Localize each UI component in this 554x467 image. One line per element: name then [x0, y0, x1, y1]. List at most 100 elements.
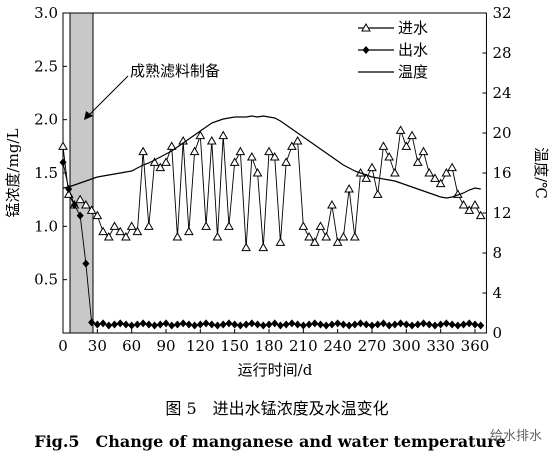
- data-point: [168, 321, 176, 330]
- data-point: [471, 320, 479, 329]
- data-point: [128, 321, 136, 330]
- data-point: [145, 320, 153, 329]
- y-tick-label: 1.5: [34, 164, 58, 182]
- data-point: [202, 319, 210, 328]
- x-tick-label: 210: [289, 337, 318, 355]
- data-point: [442, 319, 450, 328]
- data-point: [309, 237, 320, 246]
- data-point: [252, 167, 263, 177]
- plot-frame: [62, 12, 487, 334]
- data-point: [93, 320, 101, 329]
- data-point: [385, 321, 393, 330]
- data-point: [59, 158, 67, 167]
- data-point: [424, 167, 435, 177]
- data-point: [282, 320, 290, 329]
- data-point: [431, 321, 439, 330]
- data-point: [98, 226, 108, 236]
- data-point: [189, 146, 200, 156]
- data-point: [315, 221, 326, 230]
- data-point: [214, 321, 221, 330]
- data-point: [191, 321, 199, 330]
- x-tick-label: 270: [358, 337, 387, 355]
- data-point: [390, 167, 400, 177]
- data-point: [224, 221, 234, 230]
- data-point: [99, 319, 107, 328]
- data-point: [242, 320, 250, 329]
- data-point: [92, 210, 103, 220]
- data-point: [475, 210, 486, 220]
- data-point: [149, 157, 160, 166]
- caption-en: Fig.5 Change of manganese and water temp…: [34, 432, 506, 451]
- data-point: [334, 319, 342, 328]
- data-point: [408, 321, 416, 330]
- x-tick-label: 90: [156, 337, 175, 355]
- data-point: [362, 320, 370, 329]
- series-line: [62, 115, 481, 199]
- data-point: [121, 231, 131, 241]
- y-axis-label: 锰浓度/mg/L: [4, 129, 22, 218]
- data-point: [304, 231, 314, 241]
- data-point: [254, 320, 262, 329]
- data-point: [418, 146, 429, 156]
- data-point: [139, 319, 147, 328]
- data-point: [70, 201, 78, 209]
- data-point: [412, 157, 423, 166]
- data-point: [115, 226, 126, 236]
- data-point: [122, 320, 130, 329]
- x-axis-label: 运行时间/d: [238, 361, 313, 379]
- data-point: [470, 199, 480, 209]
- data-point: [201, 221, 211, 230]
- data-point: [401, 141, 412, 150]
- data-point: [156, 320, 164, 329]
- y2-axis-label: 温度/℃: [532, 147, 550, 199]
- data-point: [351, 320, 359, 329]
- data-point: [447, 162, 457, 172]
- data-point: [281, 157, 292, 166]
- y2-tick-label: 32: [492, 4, 511, 22]
- preparation-period: [69, 12, 94, 334]
- data-point: [414, 320, 422, 329]
- data-point: [225, 319, 233, 328]
- watermark: 给水排水: [490, 429, 542, 444]
- data-point: [374, 320, 382, 329]
- data-point: [327, 199, 337, 209]
- data-point: [241, 242, 251, 252]
- data-point: [458, 199, 469, 209]
- data-point: [407, 130, 417, 140]
- data-point: [379, 319, 387, 328]
- data-point: [75, 194, 86, 204]
- data-point: [305, 320, 313, 329]
- x-tick-label: 30: [88, 337, 107, 355]
- data-point: [328, 320, 336, 329]
- x-tick-label: 330: [426, 337, 455, 355]
- legend-label: 进水: [398, 19, 428, 37]
- legend-marker: [362, 46, 370, 54]
- data-point: [464, 205, 475, 214]
- y2-tick-label: 12: [492, 204, 511, 222]
- x-tick-label: 60: [122, 337, 141, 355]
- data-point: [184, 226, 194, 236]
- data-point: [218, 130, 229, 140]
- y-tick-label: 2.5: [34, 57, 58, 75]
- y2-tick-label: 8: [492, 244, 502, 262]
- data-point: [81, 199, 91, 209]
- data-point: [460, 320, 468, 329]
- data-point: [206, 135, 217, 145]
- data-point: [345, 321, 353, 330]
- data-point: [384, 151, 395, 161]
- x-tick-label: 360: [461, 337, 490, 355]
- data-point: [275, 237, 286, 246]
- data-point: [435, 178, 446, 188]
- y-tick-label: 0.5: [34, 271, 58, 289]
- data-point: [258, 242, 269, 252]
- data-point: [441, 167, 452, 177]
- y-tick-label: 1.0: [34, 217, 58, 235]
- data-point: [236, 321, 244, 330]
- data-point: [420, 319, 427, 328]
- annotation: 成熟滤料制备: [130, 62, 220, 80]
- data-point: [477, 321, 485, 330]
- data-point: [86, 205, 97, 214]
- data-point: [58, 141, 68, 150]
- legend-label: 出水: [398, 41, 428, 59]
- x-tick-label: 180: [255, 337, 284, 355]
